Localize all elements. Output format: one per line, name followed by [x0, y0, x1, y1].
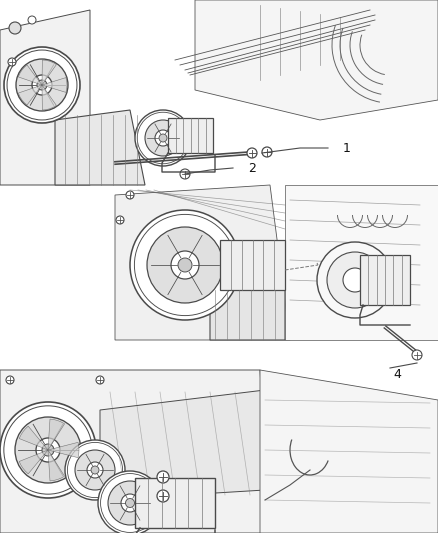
Circle shape — [157, 490, 169, 502]
Text: 4: 4 — [393, 368, 401, 382]
Polygon shape — [18, 85, 42, 105]
Circle shape — [75, 450, 115, 490]
Polygon shape — [0, 10, 90, 185]
Polygon shape — [19, 426, 48, 450]
Polygon shape — [0, 370, 270, 533]
Polygon shape — [48, 450, 64, 481]
Circle shape — [8, 58, 16, 66]
Circle shape — [4, 47, 80, 123]
Polygon shape — [285, 185, 438, 340]
Circle shape — [16, 59, 68, 111]
Circle shape — [171, 251, 199, 279]
Polygon shape — [48, 419, 64, 450]
Text: 2: 2 — [248, 161, 256, 174]
Circle shape — [65, 440, 125, 500]
Circle shape — [9, 22, 21, 34]
Polygon shape — [42, 78, 67, 92]
Circle shape — [32, 75, 52, 95]
Circle shape — [247, 148, 257, 158]
Bar — [135, 478, 215, 528]
Circle shape — [108, 481, 152, 525]
Polygon shape — [100, 390, 265, 500]
Polygon shape — [210, 285, 285, 340]
Circle shape — [317, 242, 393, 318]
Bar — [360, 255, 410, 305]
Circle shape — [116, 216, 124, 224]
Polygon shape — [42, 60, 57, 85]
Circle shape — [327, 252, 383, 308]
Text: 1: 1 — [343, 141, 351, 155]
Circle shape — [135, 110, 191, 166]
Circle shape — [262, 147, 272, 157]
Polygon shape — [18, 65, 42, 85]
Circle shape — [91, 466, 99, 474]
Polygon shape — [260, 370, 438, 533]
Circle shape — [126, 498, 134, 507]
Circle shape — [343, 268, 367, 292]
Circle shape — [37, 80, 47, 90]
Circle shape — [42, 444, 54, 456]
Circle shape — [28, 16, 36, 24]
Polygon shape — [195, 0, 438, 120]
Circle shape — [0, 402, 96, 498]
Circle shape — [36, 438, 60, 462]
Circle shape — [96, 376, 104, 384]
Polygon shape — [42, 85, 57, 110]
Circle shape — [121, 494, 139, 512]
Circle shape — [180, 169, 190, 179]
Circle shape — [412, 350, 422, 360]
Circle shape — [87, 462, 103, 478]
Circle shape — [155, 130, 171, 146]
Polygon shape — [48, 442, 79, 458]
Circle shape — [98, 471, 162, 533]
Circle shape — [145, 120, 181, 156]
Polygon shape — [55, 110, 145, 185]
Circle shape — [126, 191, 134, 199]
Polygon shape — [19, 450, 48, 474]
Circle shape — [147, 227, 223, 303]
Bar — [168, 118, 213, 153]
Circle shape — [6, 376, 14, 384]
Circle shape — [157, 471, 169, 483]
Bar — [220, 240, 285, 290]
Circle shape — [15, 417, 81, 483]
Circle shape — [178, 258, 192, 272]
Circle shape — [159, 134, 167, 142]
Polygon shape — [115, 185, 290, 340]
Circle shape — [130, 210, 240, 320]
